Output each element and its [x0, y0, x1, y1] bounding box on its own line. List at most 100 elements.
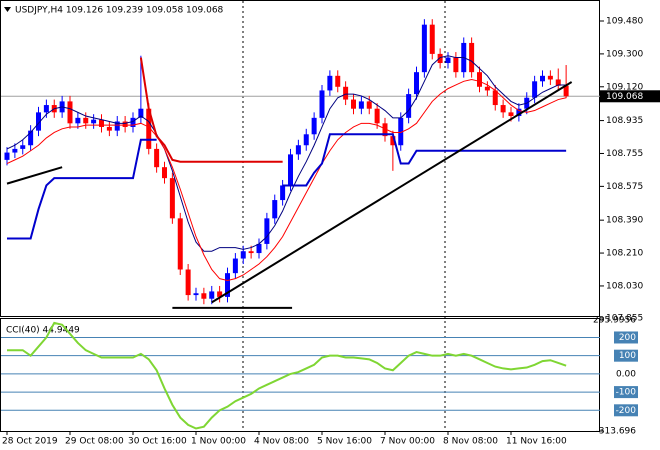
candle-body [366, 101, 372, 109]
candle-body [122, 121, 128, 127]
x-tick-label: 29 Oct 08:00 [65, 437, 124, 447]
candle-body [91, 119, 97, 124]
y-tick-label: 108.030 [606, 281, 643, 291]
candle-body [382, 123, 388, 137]
x-tick-label: 30 Oct 16:00 [128, 437, 187, 447]
candle-body [351, 99, 356, 109]
candle-body [311, 117, 317, 135]
trend-line [211, 81, 573, 304]
candle-body [193, 293, 199, 296]
x-tick-label: 5 Nov 16:00 [317, 437, 372, 447]
candle-body [20, 145, 26, 149]
candle-body [500, 105, 506, 113]
candle-body [209, 291, 215, 299]
x-tick-label: 11 Nov 16:00 [506, 437, 567, 447]
candle-body [225, 273, 230, 297]
candle-body [256, 243, 262, 254]
cci-title: CCI(40) 44.9449 [6, 326, 80, 336]
y-tick-label: 109.300 [606, 49, 643, 59]
x-tick-label: 8 Nov 08:00 [443, 437, 498, 447]
last-price-box [600, 90, 660, 103]
candle-body [28, 130, 34, 146]
level-label-box [614, 404, 638, 417]
candle-body [177, 218, 183, 270]
candle-body [43, 105, 49, 113]
main-panel-frame [0, 0, 600, 317]
candle-body [540, 75, 545, 82]
candle-body [295, 145, 301, 155]
candle-body [248, 251, 254, 254]
title-arrow [4, 7, 11, 12]
candle-body [516, 108, 522, 117]
candle-body [114, 121, 120, 131]
y-tick-label: 100 [619, 351, 636, 361]
candle-body [162, 167, 167, 179]
candle-body [563, 85, 569, 97]
indicator-line [6, 78, 567, 281]
candle-body [83, 117, 89, 124]
y-tick-label: -100 [616, 388, 637, 398]
y-tick-label: 200 [619, 333, 636, 343]
x-tick-label: 28 Oct 2019 [2, 437, 58, 447]
x-tick-label: 1 Nov 00:00 [191, 437, 246, 447]
candle-body [469, 42, 475, 73]
candle-body [169, 178, 175, 219]
y-tick-label: 0.00 [616, 369, 636, 379]
candle-body [414, 72, 419, 95]
candle-body [343, 86, 349, 100]
candle-body [429, 24, 435, 54]
candle-body [232, 258, 238, 274]
candle-body [358, 101, 364, 109]
candle-body [201, 293, 207, 299]
candle-body [106, 126, 112, 131]
y-tick-label: -200 [616, 406, 637, 416]
candle-body [492, 90, 498, 106]
candle-body [4, 152, 10, 160]
indicator-line [6, 55, 567, 252]
y-tick-label: 108.390 [606, 216, 643, 226]
candle-body [280, 185, 286, 201]
candle-body [508, 112, 514, 117]
candle-body [398, 117, 404, 146]
x-tick-label: 4 Nov 08:00 [254, 437, 309, 447]
candle-body [138, 108, 144, 118]
candle-body [303, 134, 309, 146]
x-tick-label: 7 Nov 00:00 [380, 437, 435, 447]
candle-body [555, 79, 561, 86]
chart-title: USDJPY,H4 109.126 109.239 109.058 109.06… [15, 6, 224, 16]
candle-body [421, 24, 427, 73]
level-label-box [614, 386, 638, 399]
candle-body [532, 81, 538, 98]
cci-panel-frame [0, 318, 600, 432]
candle-body [319, 90, 325, 118]
candle-body [437, 53, 443, 64]
candle-body [327, 75, 333, 91]
candle-body [445, 57, 451, 64]
candle-body [217, 291, 223, 297]
candle-body [453, 57, 459, 73]
candle-body [406, 94, 412, 118]
candle-body [335, 75, 341, 87]
candle-body [185, 269, 191, 296]
level-label-box [614, 331, 638, 344]
candle-body [374, 108, 380, 124]
candle-body [36, 112, 41, 131]
candle-body [264, 218, 270, 244]
candle-body [547, 75, 553, 80]
level-label-box [614, 349, 638, 362]
candle-body [75, 117, 81, 124]
candle-body [146, 108, 152, 149]
indicator-line [139, 57, 283, 163]
y-tick-label: 108.935 [606, 116, 643, 126]
last-price-label: 109.068 [606, 92, 643, 102]
candle-body [272, 200, 278, 219]
y-tick-label: 295.9956 [593, 316, 636, 326]
y-tick-label: 108.210 [606, 249, 643, 259]
y-tick-label: 108.755 [606, 149, 643, 159]
candle-body [390, 136, 396, 146]
y-tick-label: 108.575 [606, 182, 643, 192]
trend-line [6, 166, 63, 185]
candle-body [130, 117, 136, 127]
candle-body [477, 72, 482, 87]
